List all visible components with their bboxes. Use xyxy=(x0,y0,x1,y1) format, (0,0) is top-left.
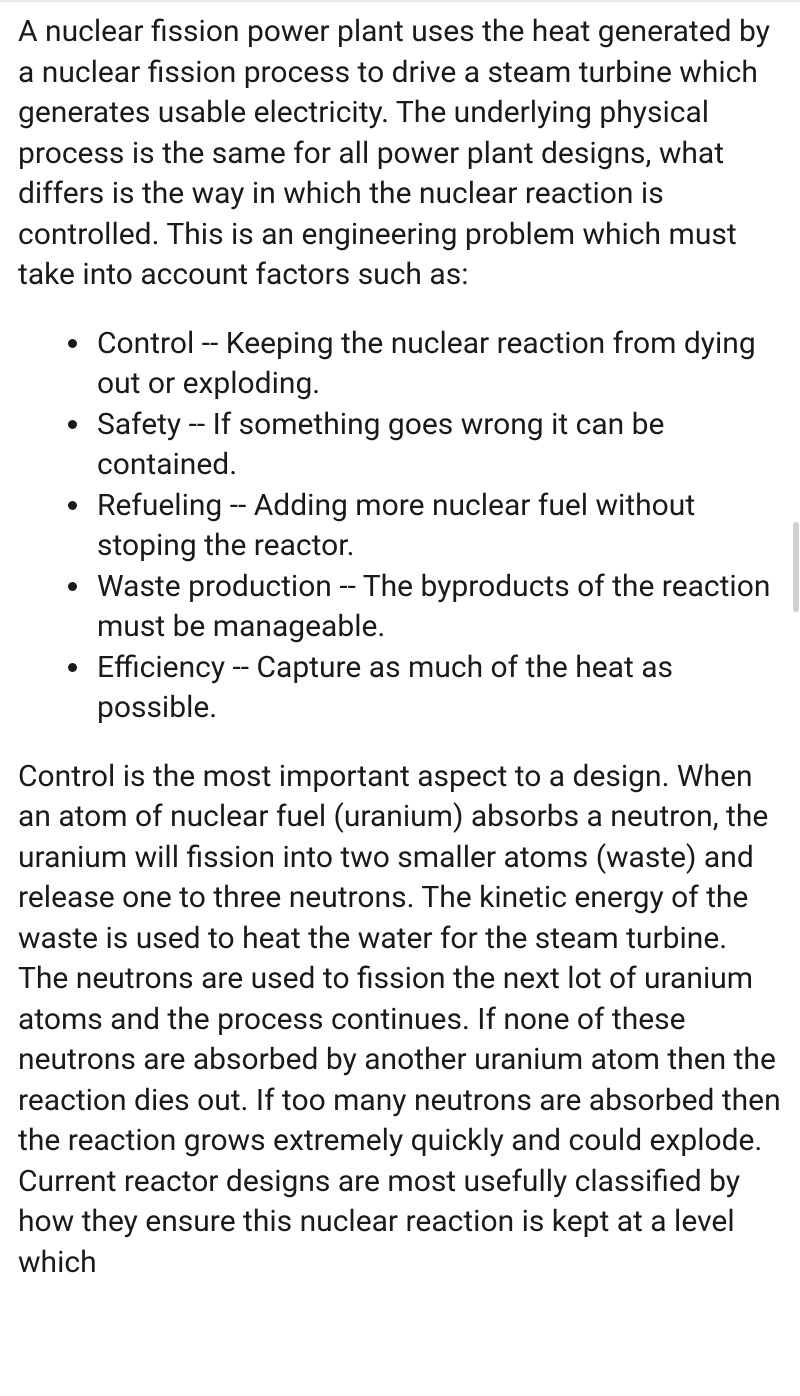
article-content: A nuclear fission power plant uses the h… xyxy=(0,2,800,1283)
list-item: Waste production -- The byproducts of th… xyxy=(93,567,782,648)
factors-list: Control -- Keeping the nuclear reaction … xyxy=(18,324,782,729)
list-item: Control -- Keeping the nuclear reaction … xyxy=(93,324,782,405)
list-item: Safety -- If something goes wrong it can… xyxy=(93,405,782,486)
scrollbar-thumb[interactable] xyxy=(793,522,799,612)
list-item: Refueling -- Adding more nuclear fuel wi… xyxy=(93,486,782,567)
intro-paragraph: A nuclear fission power plant uses the h… xyxy=(18,12,782,296)
list-item: Efficiency -- Capture as much of the hea… xyxy=(93,648,782,729)
control-paragraph: Control is the most important aspect to … xyxy=(18,757,782,1284)
